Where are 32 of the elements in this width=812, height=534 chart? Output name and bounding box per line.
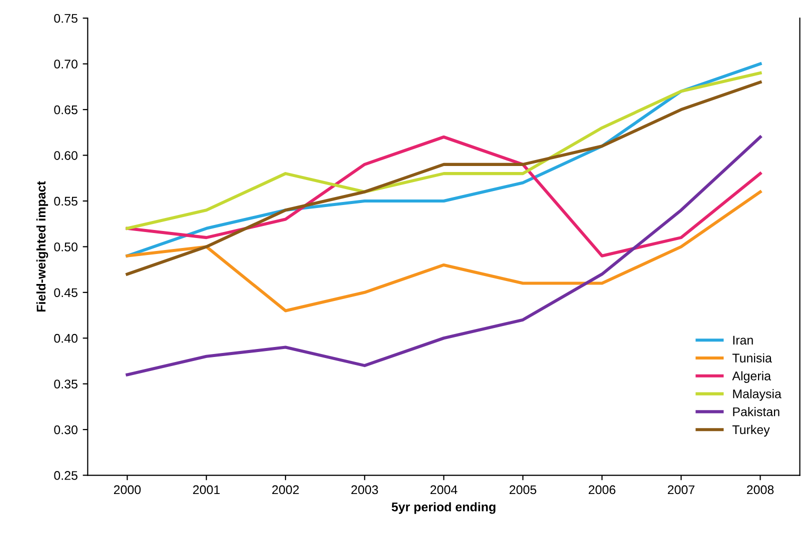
legend-label: Iran	[733, 336, 753, 345]
y-tick-label: 0.65	[54, 105, 78, 114]
y-tick-label: 0.30	[54, 425, 78, 434]
y-tick-label: 0.45	[54, 288, 78, 298]
y-tick-label: 0.50	[54, 242, 78, 252]
x-tick-label: 2008	[746, 485, 774, 494]
x-tick-label: 2004	[430, 485, 458, 494]
legend-label: Tunisia	[732, 353, 772, 363]
x-tick-label: 2003	[351, 485, 378, 494]
x-tick-label: 2000	[114, 485, 141, 494]
x-axis-title: 5yr period ending	[392, 502, 496, 514]
x-tick-label: 2001	[193, 485, 220, 494]
x-tick-label: 2005	[510, 485, 536, 494]
y-tick-label: 0.25	[54, 471, 78, 480]
line-series	[126, 71, 762, 230]
y-tick-label: 0.60	[54, 151, 78, 160]
y-tick-label: 0.55	[54, 196, 78, 206]
x-tick-label: 2002	[272, 485, 299, 494]
y-tick-label: 0.75	[54, 14, 78, 23]
y-axis-title: Field-weighted impact	[36, 181, 48, 312]
line-series	[126, 80, 762, 276]
x-tick-label: 2007	[668, 485, 694, 494]
legend-label: Pakistan	[733, 407, 780, 416]
y-tick-label: 0.35	[54, 380, 78, 388]
legend-label: Algeria	[732, 371, 772, 383]
line-series	[126, 190, 762, 312]
legend-label: Malaysia	[733, 389, 782, 401]
line-series	[126, 135, 762, 258]
legend-label: Turkey	[732, 424, 770, 437]
x-tick-label: 2006	[588, 485, 616, 494]
y-tick-label: 0.70	[54, 60, 78, 69]
y-tick-label: 0.40	[54, 334, 78, 343]
